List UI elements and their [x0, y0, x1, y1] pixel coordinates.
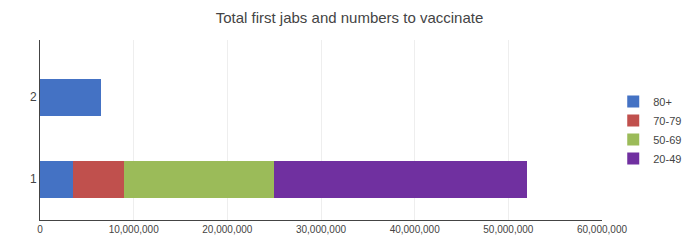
- svg-text:1: 1: [30, 172, 37, 186]
- svg-text:10,000,000: 10,000,000: [109, 224, 159, 235]
- svg-text:50-69: 50-69: [653, 134, 681, 146]
- svg-text:20-49: 20-49: [653, 153, 681, 165]
- svg-text:20,000,000: 20,000,000: [202, 224, 252, 235]
- svg-text:30,000,000: 30,000,000: [296, 224, 346, 235]
- svg-text:2: 2: [30, 90, 37, 104]
- svg-text:50,000,000: 50,000,000: [483, 224, 533, 235]
- svg-text:70-79: 70-79: [653, 115, 681, 127]
- svg-text:40,000,000: 40,000,000: [390, 224, 440, 235]
- svg-text:0: 0: [37, 224, 43, 235]
- svg-text:Total first jabs and numbers t: Total first jabs and numbers to vaccinat…: [216, 9, 484, 26]
- svg-text:60,000,000: 60,000,000: [577, 224, 627, 235]
- svg-text:80+: 80+: [653, 96, 672, 108]
